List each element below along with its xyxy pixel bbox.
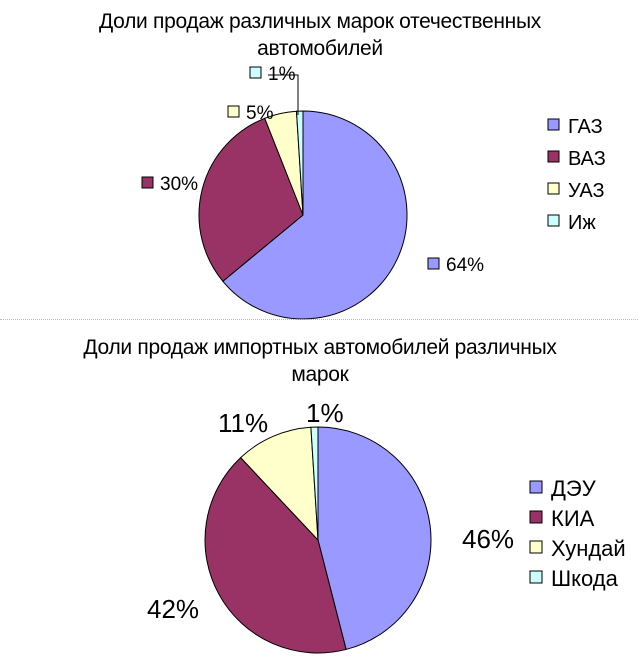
pie-slice-4 <box>310 426 319 541</box>
legend-label: ГАЗ <box>568 116 603 138</box>
pie-plot-area: 46% 42% 11% 1% ДЭУ КИА Хундай Шкода <box>147 398 626 654</box>
pie-slice-2 <box>198 117 304 282</box>
data-label-2: 42% <box>147 594 199 624</box>
legend-label: Хундай <box>551 536 626 561</box>
legend-label: ВАЗ <box>568 148 606 170</box>
data-label-text: 1% <box>306 398 344 428</box>
chart-title: Доли продаж импортных автомобилей различ… <box>20 334 620 388</box>
legend-swatch <box>547 182 560 195</box>
data-label-text: 5% <box>246 103 274 124</box>
legend-item: УАЗ <box>547 180 605 202</box>
pie-slice-1 <box>222 110 408 320</box>
imported-cars-pie-chart: Доли продаж импортных автомобилей различ… <box>0 320 638 672</box>
legend-label: Иж <box>568 212 596 234</box>
chart-divider <box>0 319 638 320</box>
chart-title-line-2: автомобилей <box>257 37 383 60</box>
data-label-3: 5% <box>227 103 274 124</box>
data-label-text: 42% <box>147 594 199 624</box>
legend-label: УАЗ <box>568 180 605 202</box>
legend-item: ГАЗ <box>547 116 603 138</box>
legend-item: КИА <box>529 506 595 531</box>
chart-title-line-1: Доли продаж импортных автомобилей различ… <box>83 336 557 359</box>
legend-swatch <box>529 570 543 584</box>
pie-slice-3 <box>239 426 319 542</box>
legend: ДЭУ КИА Хундай Шкода <box>529 476 626 591</box>
pie-slice-2 <box>204 456 347 654</box>
data-label-swatch <box>227 105 240 118</box>
leader-line <box>268 74 299 115</box>
data-label-text: 30% <box>160 174 198 195</box>
chart-title: Доли продаж различных марок отечественны… <box>40 8 600 62</box>
legend-label: КИА <box>551 506 595 531</box>
data-label-swatch <box>427 257 440 270</box>
data-label-swatch <box>141 176 154 189</box>
chart-title-line-1: Доли продаж различных марок отечественны… <box>99 10 541 33</box>
legend-swatch <box>529 540 543 554</box>
data-label-3: 11% <box>218 408 268 438</box>
domestic-cars-pie-chart: Доли продаж различных марок отечественны… <box>0 0 638 320</box>
legend-item: ВАЗ <box>547 148 606 170</box>
data-label-1: 64% <box>427 255 484 276</box>
legend-item: ДЭУ <box>529 476 597 501</box>
pie-slice-4 <box>295 110 304 216</box>
pie-slice-1 <box>317 426 432 651</box>
legend-swatch <box>547 118 560 131</box>
legend-swatch <box>529 480 543 494</box>
legend-label: Шкода <box>551 566 619 591</box>
legend-swatch <box>547 150 560 163</box>
legend-item: Иж <box>547 212 596 234</box>
chart-title-line-2: марок <box>291 363 349 386</box>
data-label-2: 30% <box>141 174 198 195</box>
legend-swatch <box>547 214 560 227</box>
legend: ГАЗ ВАЗ УАЗ Иж <box>547 116 606 234</box>
legend-label: ДЭУ <box>551 476 597 501</box>
data-label-1: 46% <box>462 524 514 554</box>
data-label-text: 46% <box>462 524 514 554</box>
legend-item: Шкода <box>529 566 619 591</box>
legend-swatch <box>529 510 543 524</box>
data-label-swatch <box>249 66 262 79</box>
data-label-text: 11% <box>218 408 268 438</box>
legend-item: Хундай <box>529 536 626 561</box>
data-label-4: 1% <box>306 398 344 428</box>
data-label-text: 64% <box>446 255 484 276</box>
